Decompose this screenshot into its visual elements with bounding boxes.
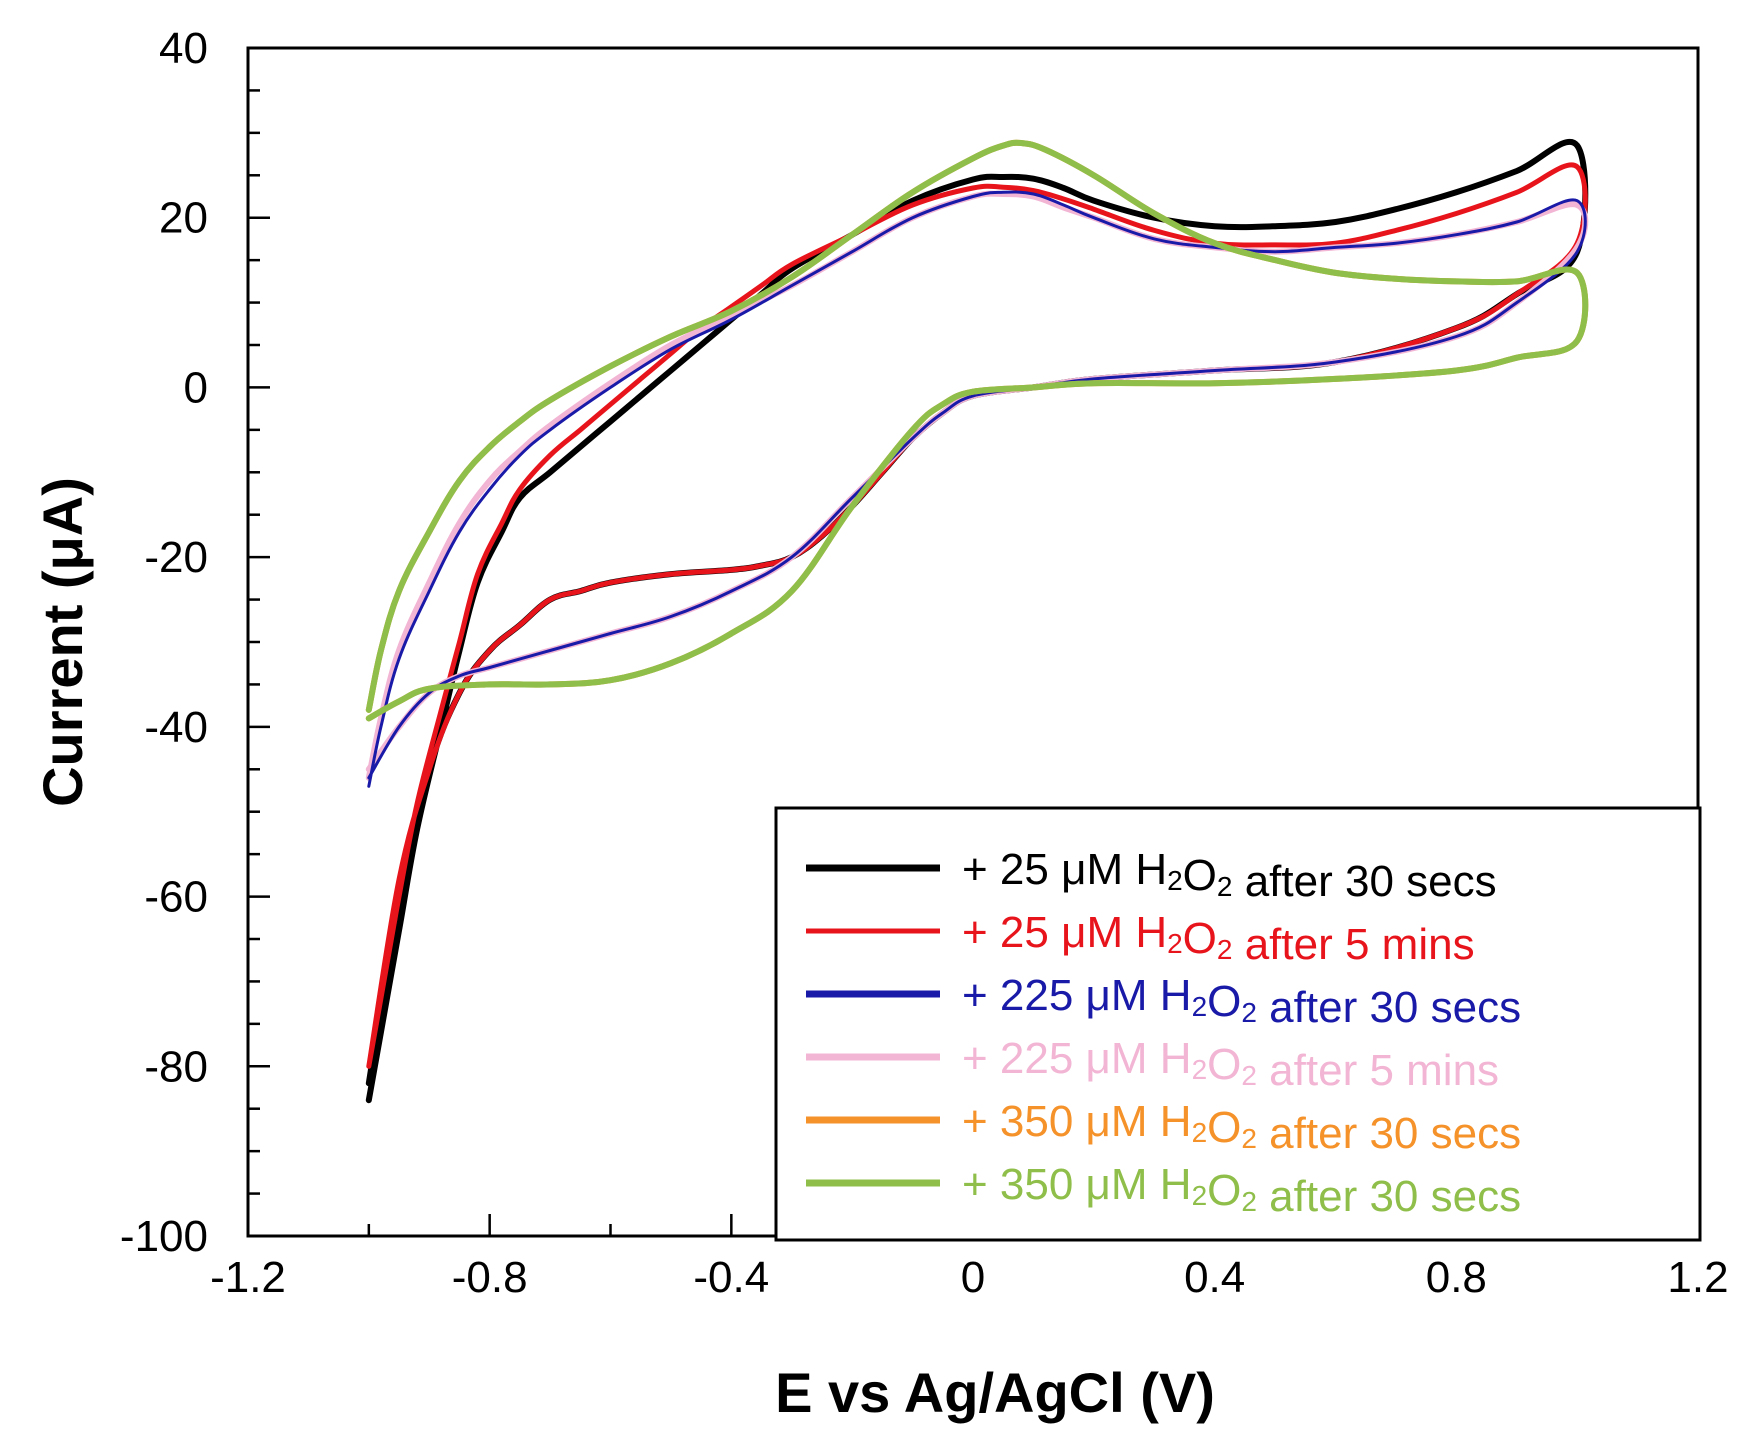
- series-line-6: [365, 139, 1589, 722]
- legend: + 25 μM H2O2 after 30 secs+ 25 μM H2O2 a…: [806, 845, 1521, 1221]
- x-axis: -1.2 -0.8 -0.4 0 0.4 0.8 1.2: [210, 1214, 1729, 1302]
- x-tick-label: 0: [961, 1253, 985, 1302]
- legend-label: + 25 μM H2O2 after 30 secs: [962, 845, 1497, 906]
- x-tick-label: -1.2: [210, 1253, 286, 1302]
- y-tick-label: -80: [144, 1042, 208, 1091]
- series-layer: [365, 138, 1589, 1104]
- legend-label: + 225 μM H2O2 after 30 secs: [962, 971, 1521, 1032]
- legend-label: + 25 μM H2O2 after 5 mins: [962, 908, 1475, 969]
- y-tick-label: 20: [159, 194, 208, 243]
- y-tick-label: -60: [144, 873, 208, 922]
- y-tick-label: 0: [184, 363, 208, 412]
- x-tick-label: 0.8: [1426, 1253, 1487, 1302]
- legend-label: + 350 μM H2O2 after 30 secs: [962, 1097, 1521, 1158]
- series-line-2: [366, 162, 1588, 1069]
- x-tick-label: -0.4: [693, 1253, 769, 1302]
- series-line-3: [367, 190, 1587, 788]
- legend-label: + 225 μM H2O2 after 5 mins: [962, 1034, 1499, 1095]
- x-axis-title: E vs Ag/AgCl (V): [775, 1361, 1215, 1424]
- y-tick-label: -20: [144, 533, 208, 582]
- x-tick-label: -0.8: [452, 1253, 528, 1302]
- y-axis: -100 -80 -60 -40 -20 0 20 40: [120, 24, 270, 1261]
- y-tick-label: -100: [120, 1212, 208, 1261]
- legend-label: + 350 μM H2O2 after 30 secs: [962, 1160, 1521, 1221]
- y-tick-label: -40: [144, 703, 208, 752]
- y-axis-title: Current (μA): [31, 477, 94, 807]
- legend-box: [774, 806, 1702, 1242]
- y-tick-label: 40: [159, 24, 208, 73]
- x-tick-label: 0.4: [1184, 1253, 1245, 1302]
- x-tick-label: 1.2: [1667, 1253, 1728, 1302]
